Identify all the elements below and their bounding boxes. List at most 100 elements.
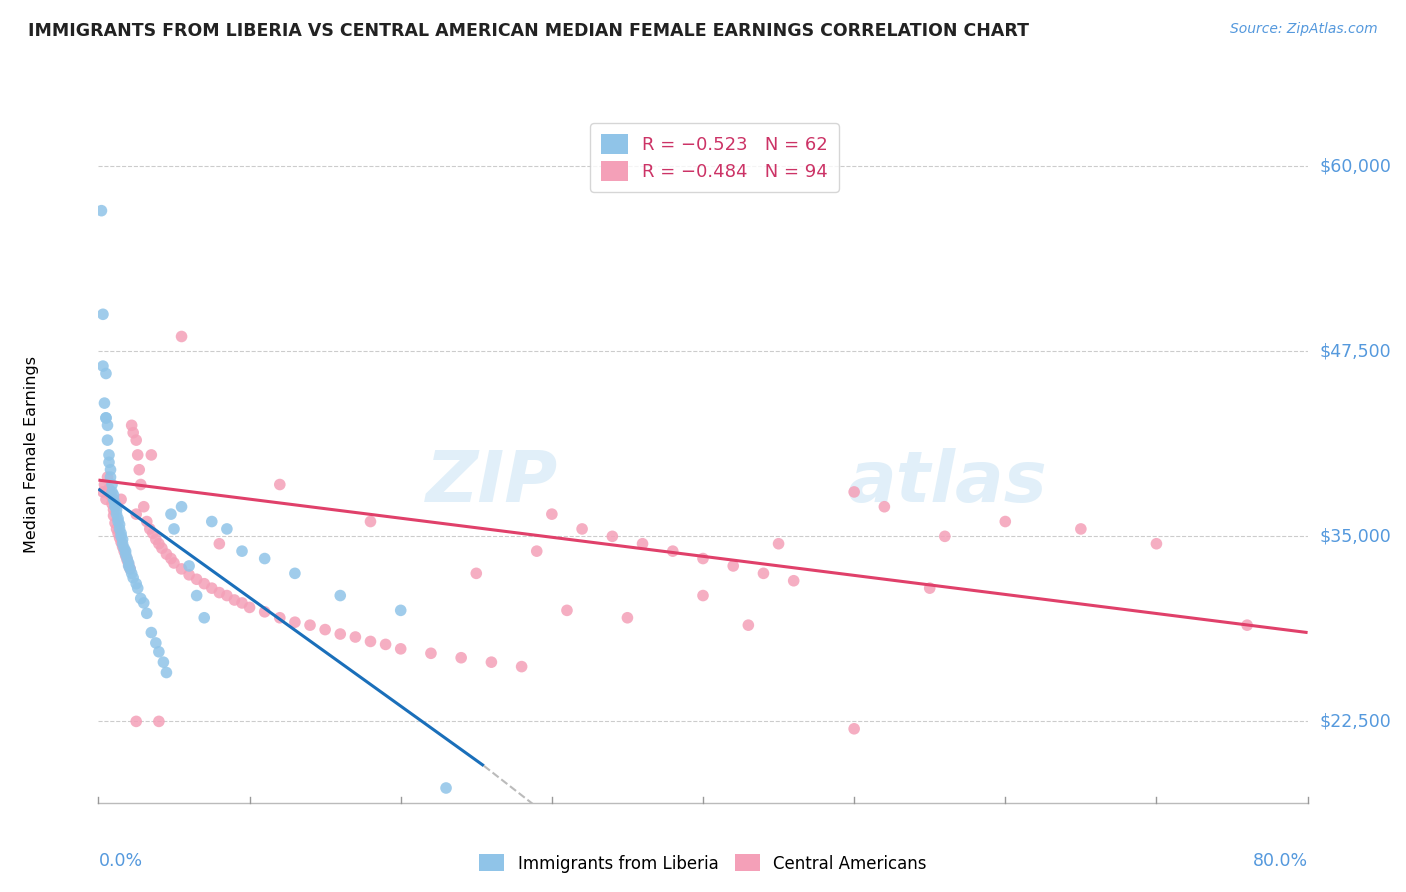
Point xyxy=(111,533,134,547)
Point xyxy=(91,484,114,499)
Point xyxy=(186,589,208,603)
Point xyxy=(526,544,548,558)
Point xyxy=(163,522,186,536)
Point xyxy=(844,484,866,499)
Text: Median Female Earnings: Median Female Earnings xyxy=(24,357,39,553)
Point xyxy=(111,540,134,554)
Point xyxy=(127,448,149,462)
Point xyxy=(177,567,201,582)
Point xyxy=(104,516,127,530)
Point xyxy=(94,411,117,425)
Point xyxy=(360,515,382,529)
Text: ZIP: ZIP xyxy=(426,449,558,517)
Point xyxy=(344,630,367,644)
Point xyxy=(170,562,193,576)
Point xyxy=(120,562,142,576)
Text: 80.0%: 80.0% xyxy=(1253,852,1308,870)
Point xyxy=(98,482,121,496)
Point xyxy=(120,562,142,576)
Point xyxy=(269,477,291,491)
Point xyxy=(602,529,624,543)
Point xyxy=(94,367,117,381)
Point xyxy=(465,566,488,581)
Point xyxy=(103,502,125,516)
Point xyxy=(105,507,128,521)
Text: $47,500: $47,500 xyxy=(1320,343,1392,360)
Point xyxy=(186,572,208,586)
Point xyxy=(329,627,352,641)
Point xyxy=(1236,618,1258,632)
Point xyxy=(148,537,170,551)
Point xyxy=(224,593,246,607)
Point xyxy=(135,515,157,529)
Point xyxy=(139,522,162,536)
Point xyxy=(114,549,136,563)
Point xyxy=(284,615,307,630)
Point xyxy=(145,636,167,650)
Point xyxy=(125,433,148,447)
Point xyxy=(94,492,117,507)
Point xyxy=(661,544,683,558)
Point xyxy=(329,589,352,603)
Text: IMMIGRANTS FROM LIBERIA VS CENTRAL AMERICAN MEDIAN FEMALE EARNINGS CORRELATION C: IMMIGRANTS FROM LIBERIA VS CENTRAL AMERI… xyxy=(28,22,1029,40)
Point xyxy=(114,547,136,561)
Point xyxy=(160,507,183,521)
Point xyxy=(540,507,562,521)
Point xyxy=(132,500,155,514)
Point xyxy=(299,618,322,632)
Point xyxy=(193,576,215,591)
Point xyxy=(239,600,262,615)
Point xyxy=(231,596,253,610)
Point xyxy=(994,515,1017,529)
Point xyxy=(616,611,638,625)
Point xyxy=(155,665,177,680)
Point xyxy=(121,418,143,433)
Point xyxy=(93,396,115,410)
Point xyxy=(1070,522,1092,536)
Point xyxy=(374,637,396,651)
Point xyxy=(208,585,231,599)
Point xyxy=(934,529,956,543)
Point xyxy=(208,537,231,551)
Point xyxy=(571,522,593,536)
Point xyxy=(434,780,457,795)
Point xyxy=(737,618,759,632)
Point xyxy=(100,470,122,484)
Text: atlas: atlas xyxy=(848,449,1047,517)
Point xyxy=(555,603,578,617)
Point xyxy=(142,526,165,541)
Point xyxy=(101,477,124,491)
Point xyxy=(96,418,118,433)
Point xyxy=(115,553,138,567)
Point xyxy=(873,500,896,514)
Point xyxy=(118,556,141,570)
Point xyxy=(918,581,941,595)
Point xyxy=(231,544,253,558)
Point xyxy=(1144,537,1167,551)
Legend: R = −0.523   N = 62, R = −0.484   N = 94: R = −0.523 N = 62, R = −0.484 N = 94 xyxy=(591,123,839,192)
Point xyxy=(201,581,224,595)
Point xyxy=(510,659,533,673)
Point xyxy=(98,448,121,462)
Point xyxy=(108,522,131,536)
Point xyxy=(103,508,125,523)
Point xyxy=(118,558,141,573)
Point xyxy=(129,477,152,491)
Point xyxy=(101,484,124,499)
Point xyxy=(419,646,441,660)
Point xyxy=(110,535,132,549)
Point xyxy=(389,603,412,617)
Point xyxy=(112,544,135,558)
Point xyxy=(122,425,145,440)
Point xyxy=(148,645,170,659)
Point xyxy=(112,541,135,556)
Point xyxy=(107,511,129,525)
Point xyxy=(360,634,382,648)
Point xyxy=(118,558,141,572)
Point xyxy=(96,433,118,447)
Point xyxy=(163,556,186,570)
Point xyxy=(284,566,307,581)
Text: $22,500: $22,500 xyxy=(1320,713,1392,731)
Point xyxy=(125,507,148,521)
Point xyxy=(141,625,163,640)
